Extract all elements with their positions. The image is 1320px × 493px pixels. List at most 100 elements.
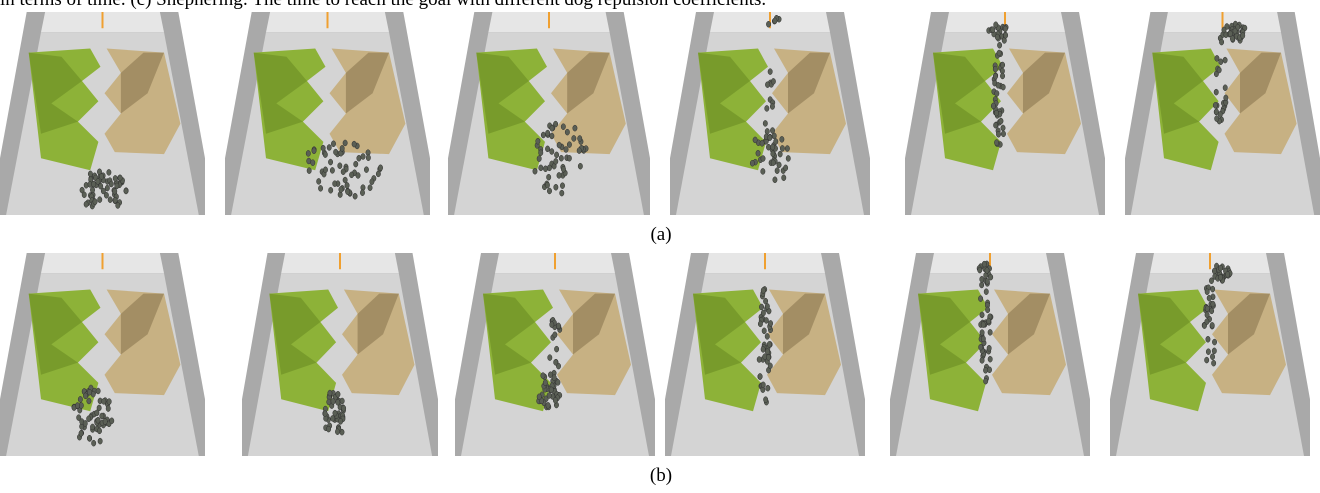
sheep: [1241, 33, 1245, 39]
sheep: [763, 397, 767, 403]
sheep: [983, 378, 987, 384]
sheep: [330, 167, 334, 173]
sheep: [997, 42, 1001, 48]
sheep: [345, 182, 349, 188]
sheep: [78, 396, 82, 402]
caption: (a): [631, 224, 691, 246]
sheep: [564, 146, 568, 152]
sheep: [331, 141, 335, 147]
sheep: [338, 163, 342, 169]
sheep: [331, 398, 335, 404]
sheep: [106, 406, 110, 412]
sheep: [333, 410, 337, 416]
sheep: [981, 336, 985, 342]
sheep: [533, 168, 537, 174]
sheep: [546, 174, 550, 180]
sheep: [560, 183, 564, 189]
sheep: [1212, 268, 1216, 274]
sheep: [780, 136, 784, 142]
sheep: [333, 181, 337, 187]
sheep: [550, 125, 554, 131]
sheep: [541, 373, 545, 379]
sheep: [545, 182, 549, 188]
sheep: [560, 190, 564, 196]
sheep: [336, 391, 340, 397]
sheep: [764, 317, 768, 323]
sheep: [92, 181, 96, 187]
sheep: [547, 393, 551, 399]
sheep: [765, 349, 769, 355]
sheep: [352, 141, 356, 147]
sheep: [107, 399, 111, 405]
sheep: [328, 390, 332, 396]
sheep: [1228, 31, 1232, 37]
sheep: [124, 188, 128, 194]
scene-panel: [670, 12, 870, 215]
sheep: [980, 276, 984, 282]
sheep: [341, 405, 345, 411]
sheep: [761, 156, 765, 162]
sheep: [108, 197, 112, 203]
sheep: [756, 150, 760, 156]
sheep: [766, 385, 770, 391]
sheep: [578, 135, 582, 141]
sheep: [323, 167, 327, 173]
sheep: [765, 128, 769, 134]
sheep: [366, 155, 370, 161]
sheep: [984, 289, 988, 295]
sheep: [100, 413, 104, 419]
sheep: [771, 151, 775, 157]
sheep: [1212, 348, 1216, 354]
sheep: [750, 160, 754, 166]
sheep: [767, 341, 771, 347]
sheep: [1211, 301, 1215, 307]
sheep: [312, 148, 316, 154]
sheep: [988, 274, 992, 280]
sheep: [987, 367, 991, 373]
sheep: [554, 346, 558, 352]
sheep: [97, 428, 101, 434]
sheep: [763, 120, 767, 126]
scene-panel: [0, 253, 205, 456]
sheep: [91, 440, 95, 446]
sheep: [1205, 306, 1209, 312]
sheep: [770, 144, 774, 150]
sheep: [543, 380, 547, 386]
sheep: [93, 199, 97, 205]
sheep: [546, 402, 550, 408]
sheep: [343, 177, 347, 183]
sheep: [82, 192, 86, 198]
sheep: [110, 418, 114, 424]
sheep: [1214, 89, 1218, 95]
sheep: [993, 122, 997, 128]
sheep: [307, 168, 311, 174]
sheep: [757, 356, 761, 362]
sheep: [90, 424, 94, 430]
sheep: [86, 416, 90, 422]
sheep: [103, 418, 107, 424]
sheep: [994, 110, 998, 116]
sheep: [549, 387, 553, 393]
sheep: [327, 399, 331, 405]
sheep: [771, 78, 775, 84]
sheep: [87, 398, 91, 404]
sheep: [343, 140, 347, 146]
sheep: [768, 363, 772, 369]
caption: (b): [631, 465, 691, 487]
sheep: [766, 144, 770, 150]
scene-panel: [242, 253, 438, 456]
scene-panel: [1125, 12, 1320, 215]
sheep: [547, 188, 551, 194]
sheep: [980, 357, 984, 363]
sheep: [753, 137, 757, 143]
sheep: [778, 151, 782, 157]
sheep: [338, 418, 342, 424]
sheep: [980, 330, 984, 336]
sheep: [761, 382, 765, 388]
sheep: [773, 18, 777, 24]
sheep: [1211, 360, 1215, 366]
sheep: [978, 296, 982, 302]
scene-panel: [890, 253, 1090, 456]
sheep: [328, 159, 332, 165]
sheep: [991, 27, 995, 33]
